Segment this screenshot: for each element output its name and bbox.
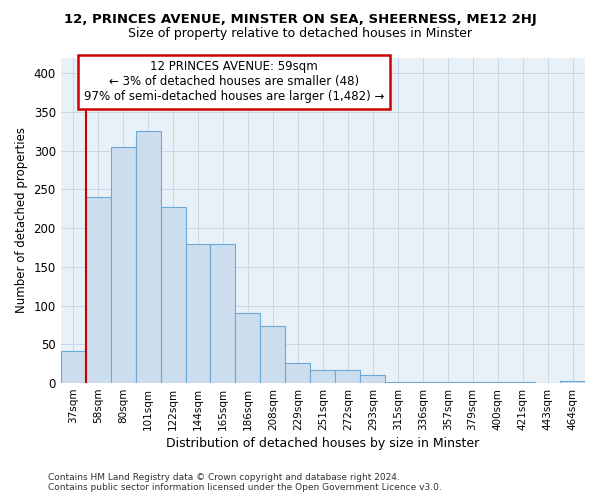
Text: Contains HM Land Registry data © Crown copyright and database right 2024.
Contai: Contains HM Land Registry data © Crown c…: [48, 473, 442, 492]
Bar: [185, 244, 211, 383]
X-axis label: Distribution of detached houses by size in Minster: Distribution of detached houses by size …: [166, 437, 479, 450]
Bar: [310, 370, 335, 383]
Bar: [360, 376, 385, 383]
Text: 12 PRINCES AVENUE: 59sqm
← 3% of detached houses are smaller (48)
97% of semi-de: 12 PRINCES AVENUE: 59sqm ← 3% of detache…: [83, 60, 384, 104]
Bar: [136, 131, 161, 383]
Bar: [286, 363, 310, 383]
Bar: [510, 382, 535, 383]
Bar: [385, 382, 410, 383]
Bar: [410, 382, 435, 383]
Bar: [86, 197, 110, 383]
Bar: [435, 382, 460, 383]
Text: Size of property relative to detached houses in Minster: Size of property relative to detached ho…: [128, 28, 472, 40]
Bar: [260, 326, 286, 383]
Y-axis label: Number of detached properties: Number of detached properties: [15, 128, 28, 314]
Bar: [235, 314, 260, 383]
Bar: [460, 382, 485, 383]
Bar: [110, 146, 136, 383]
Bar: [485, 382, 510, 383]
Bar: [211, 244, 235, 383]
Bar: [560, 380, 585, 383]
Bar: [335, 370, 360, 383]
Bar: [161, 207, 185, 383]
Text: 12, PRINCES AVENUE, MINSTER ON SEA, SHEERNESS, ME12 2HJ: 12, PRINCES AVENUE, MINSTER ON SEA, SHEE…: [64, 12, 536, 26]
Bar: [61, 350, 86, 383]
